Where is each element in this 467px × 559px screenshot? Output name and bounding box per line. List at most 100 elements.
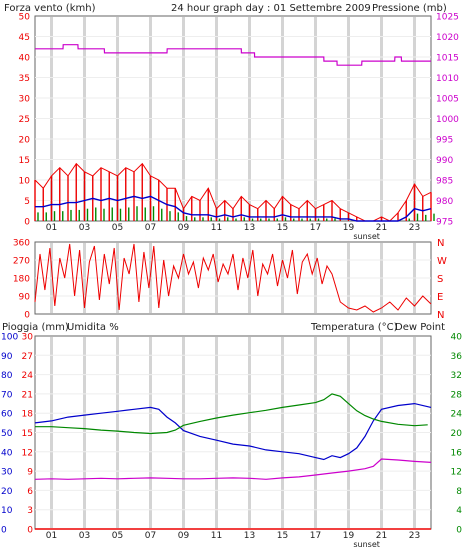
- temperature-tick-label: 8: [456, 487, 462, 497]
- temperature-tick-label: 4: [456, 506, 462, 516]
- pressure-tick-label: 1015: [436, 54, 459, 64]
- wind-tick-label: 35: [19, 74, 30, 84]
- cardinal-label: N: [437, 310, 444, 321]
- hour-tick-label: 21: [376, 531, 387, 541]
- hour-tick-label: 07: [145, 531, 156, 541]
- cardinal-label: N: [437, 238, 444, 249]
- rain-humidity-temperature-grid: [35, 337, 431, 528]
- direction-line: [34, 243, 432, 313]
- pressure-line: [35, 44, 431, 66]
- direction-tick-label: 360: [13, 239, 30, 249]
- direction-tick-label: 90: [19, 293, 31, 303]
- direction-tick-label: 180: [13, 275, 30, 285]
- pressure-tick-label: 985: [436, 177, 453, 187]
- dewpoint-line: [34, 458, 432, 480]
- hour-tick-label: 13: [244, 531, 255, 541]
- temperature-line: [35, 393, 428, 435]
- humidity-line: [34, 402, 432, 461]
- humidity-tick-label: 100: [1, 333, 18, 343]
- temperature-tick-label: 28: [451, 390, 463, 400]
- hour-tick-label: 05: [112, 531, 123, 541]
- temperature-tick-label: 32: [451, 371, 462, 381]
- temperature-tick-label: 40: [451, 333, 463, 343]
- wind-tick-label: 0: [24, 218, 30, 228]
- wind-pressure-grid: [35, 17, 431, 220]
- temperature-tick-label: 20: [451, 429, 463, 439]
- direction-tick-label: 0: [24, 311, 30, 321]
- hour-tick-label: 23: [409, 223, 420, 233]
- temperature-tick-label: 16: [451, 448, 463, 458]
- wind-tick-label: 30: [19, 95, 31, 105]
- wind-tick-label: 40: [19, 54, 31, 64]
- dewpoint-axis-label: Dew Point: [395, 322, 445, 333]
- hour-tick-label: 09: [178, 531, 190, 541]
- rain-tick-label: 3: [27, 506, 33, 516]
- hour-tick-label: 13: [244, 223, 255, 233]
- hour-tick-label: 11: [211, 223, 222, 233]
- tick-labels: 0510152025303540455097598098599099510001…: [1, 13, 462, 550]
- rain-axis-label: Pioggia (mm): [2, 322, 69, 333]
- pressure-tick-label: 1010: [436, 74, 459, 84]
- humidity-tick-label: 70: [1, 390, 13, 400]
- pressure-tick-label: 975: [436, 218, 453, 228]
- sunset-annotation: sunset: [353, 540, 380, 549]
- wind-tick-label: 50: [19, 13, 31, 23]
- pressure-tick-label: 990: [436, 156, 453, 166]
- wind-tick-label: 20: [19, 136, 31, 146]
- hour-tick-label: 01: [46, 531, 57, 541]
- rain-tick-label: 24: [22, 371, 34, 381]
- sunset-annotation: sunset: [353, 232, 380, 241]
- rain-tick-label: 18: [22, 410, 34, 420]
- humidity-tick-label: 30: [1, 468, 13, 478]
- data-series: [34, 44, 435, 530]
- rain-tick-label: 12: [22, 448, 33, 458]
- humidity-tick-label: 50: [1, 429, 13, 439]
- humidity-tick-label: 10: [1, 506, 13, 516]
- hour-tick-label: 05: [112, 223, 123, 233]
- rain-tick-label: 27: [22, 352, 33, 362]
- humidity-axis-label: Umidita %: [67, 322, 119, 333]
- cardinal-label: S: [437, 274, 443, 285]
- direction-tick-label: 270: [13, 257, 30, 267]
- pressure-tick-label: 1025: [436, 13, 459, 23]
- temperature-tick-label: 24: [451, 410, 463, 420]
- humidity-tick-label: 80: [1, 371, 13, 381]
- wind-tick-label: 15: [19, 156, 30, 166]
- pressure-tick-label: 980: [436, 197, 453, 207]
- hour-tick-label: 23: [409, 531, 420, 541]
- wind-average-line: [35, 195, 432, 222]
- hour-tick-label: 15: [277, 223, 288, 233]
- wind-tick-label: 10: [19, 177, 31, 187]
- pressure-tick-label: 995: [436, 136, 453, 146]
- temperature-tick-label: 12: [451, 468, 462, 478]
- hour-tick-label: 07: [145, 223, 156, 233]
- hour-tick-label: 19: [343, 531, 355, 541]
- humidity-tick-label: 20: [1, 487, 13, 497]
- cardinal-label: W: [437, 256, 447, 267]
- rain-tick-label: 9: [27, 468, 33, 478]
- pressure-tick-label: 1020: [436, 33, 459, 43]
- temperature-tick-label: 0: [456, 526, 462, 536]
- rain-tick-label: 6: [27, 487, 33, 497]
- humidity-tick-label: 90: [1, 352, 13, 362]
- pressure-tick-label: 1000: [436, 115, 459, 125]
- pressure-axis-label: Pressione (mb): [372, 3, 447, 14]
- pressure-tick-label: 1005: [436, 95, 459, 105]
- hour-tick-label: 09: [178, 223, 190, 233]
- hour-tick-label: 17: [310, 223, 321, 233]
- wind-tick-label: 45: [19, 33, 30, 43]
- humidity-tick-label: 40: [1, 448, 13, 458]
- rain-tick-label: 30: [22, 333, 34, 343]
- hour-tick-label: 11: [211, 531, 222, 541]
- rain-tick-label: 15: [22, 429, 33, 439]
- hour-tick-label: 17: [310, 531, 321, 541]
- cardinal-label: E: [437, 292, 443, 303]
- hour-tick-label: 19: [343, 223, 355, 233]
- temperature-tick-label: 36: [451, 352, 463, 362]
- wind-axis-label: Forza vento (kmh): [4, 3, 96, 14]
- hour-tick-label: 03: [79, 223, 90, 233]
- hour-tick-label: 21: [376, 223, 387, 233]
- humidity-tick-label: 60: [1, 410, 13, 420]
- hour-tick-label: 01: [46, 223, 57, 233]
